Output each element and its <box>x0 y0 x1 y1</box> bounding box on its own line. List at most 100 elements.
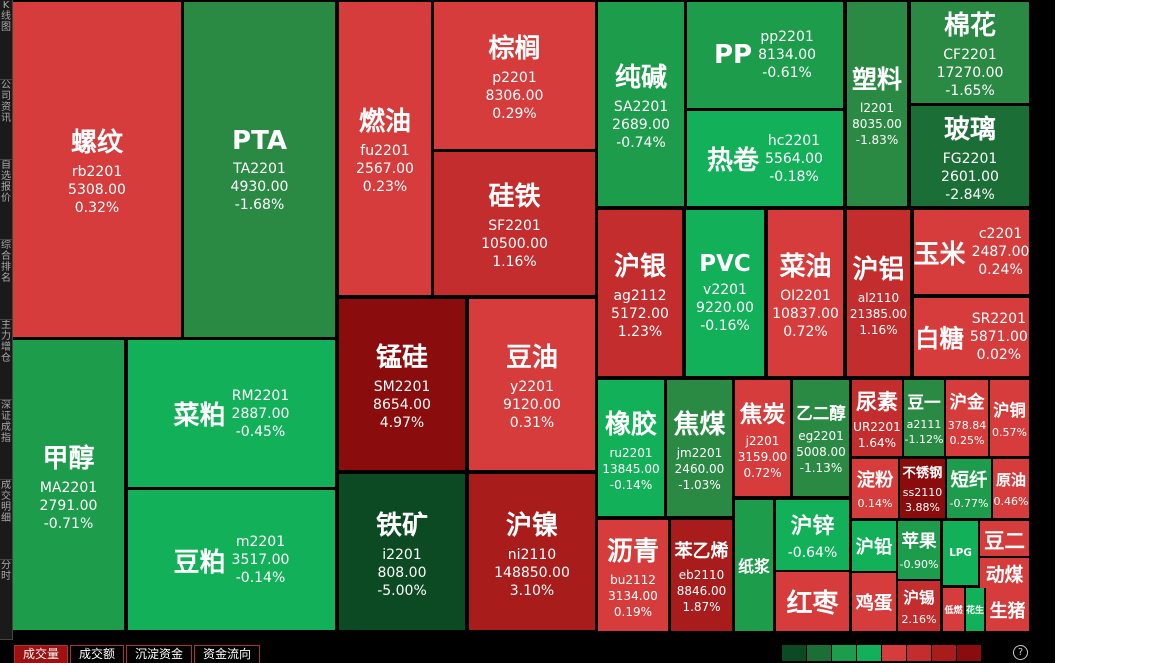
tile-price: 4930.00 <box>230 178 289 195</box>
sidebar-item[interactable]: 综合排名 <box>0 240 12 320</box>
tile[interactable]: 橡胶 ru2201 13845.00 -0.14% <box>598 380 664 516</box>
tile[interactable]: 甲醇 MA2201 2791.00 -0.71% <box>13 340 124 630</box>
tile[interactable]: 豆二 <box>980 521 1029 556</box>
legend-swatch <box>932 645 956 661</box>
tile[interactable]: 沪铅 <box>852 521 896 571</box>
sidebar-item[interactable]: 主力增仓 <box>0 320 12 400</box>
tile[interactable]: 白糖 SR2201 5871.00 0.02% <box>914 298 1029 376</box>
tile-name: 白糖 <box>915 323 964 353</box>
sidebar-item[interactable]: 分时 <box>0 560 12 640</box>
tile[interactable]: 沥青 bu2112 3134.00 0.19% <box>598 520 668 631</box>
tile[interactable]: 沪金 378.84 0.25% <box>946 380 988 456</box>
tile-code: y2201 <box>510 379 554 395</box>
tile[interactable]: 短纤 -0.77% <box>947 459 991 518</box>
tile-name: 生猪 <box>989 600 1026 622</box>
tile[interactable]: 沪铜 0.57% <box>990 380 1029 456</box>
sidebar-item[interactable]: 深证成指 <box>0 400 12 480</box>
sidebar-item[interactable]: 自选报价 <box>0 160 12 240</box>
tile-content: 乙二醇 eg2201 5008.00 -1.13% <box>796 400 846 476</box>
tile[interactable]: 花生 <box>966 588 984 631</box>
sidebar-item[interactable]: 公司资讯 <box>0 80 12 160</box>
tile[interactable]: LPG <box>943 521 978 585</box>
tile[interactable]: 淀粉 0.14% <box>852 459 898 518</box>
tile[interactable]: 沪镍 ni2110 148850.00 3.10% <box>469 474 595 630</box>
tile-name: 棉花 <box>943 11 996 41</box>
tab[interactable]: 成交量 <box>14 645 69 663</box>
tile[interactable]: PTA TA2201 4930.00 -1.68% <box>184 2 335 337</box>
tile[interactable]: 棕榈 p2201 8306.00 0.29% <box>434 2 595 149</box>
tile[interactable]: 原油 0.46% <box>993 459 1029 518</box>
tile-change: 0.32% <box>74 200 120 216</box>
tile-name: 沪银 <box>613 251 666 282</box>
tab[interactable]: 沉淀资金 <box>126 645 193 663</box>
tile-name: 燃油 <box>358 107 411 137</box>
tile-price: 8654.00 <box>373 397 431 413</box>
tile[interactable]: 生猪 <box>986 588 1029 631</box>
tab[interactable]: 成交额 <box>70 645 125 663</box>
tile-content: 沪锡 2.16% <box>902 586 937 627</box>
tile-price: 2487.00 <box>971 244 1029 260</box>
tile[interactable]: 尿素 UR2201 1.64% <box>852 380 902 456</box>
tile-price: 5308.00 <box>68 182 126 198</box>
tile[interactable]: 沪铝 al2110 21385.00 1.16% <box>847 210 910 376</box>
help-button[interactable]: ? <box>1013 645 1028 660</box>
tile-code: p2201 <box>492 70 537 86</box>
tile-content: 豆粕 m2201 3517.00 -0.14% <box>174 533 290 587</box>
tile[interactable]: 棉花 CF2201 17270.00 -1.65% <box>911 2 1029 103</box>
tile[interactable]: 动煤 <box>980 558 1029 588</box>
tile-price: 9220.00 <box>696 300 754 316</box>
tile-content: 焦炭 j2201 3159.00 0.72% <box>738 395 788 481</box>
tile[interactable]: 锰硅 SM2201 8654.00 4.97% <box>339 299 465 470</box>
sidebar-item[interactable]: 成交明细 <box>0 480 12 560</box>
tile[interactable]: 苯乙烯 eb2110 8846.00 1.87% <box>671 520 732 631</box>
tile[interactable]: 菜油 OI2201 10837.00 0.72% <box>768 210 843 376</box>
tile[interactable]: 不锈钢 ss2110 3.88% <box>900 459 945 518</box>
tile-name: 淀粉 <box>856 470 894 491</box>
tile[interactable]: PVC v2201 9220.00 -0.16% <box>686 210 764 376</box>
tile[interactable]: 豆一 a2111 -1.12% <box>904 380 944 456</box>
tile[interactable]: 热卷 hc2201 5564.00 -0.18% <box>687 111 843 206</box>
tile-change: -5.00% <box>377 582 427 599</box>
tile-price: 2601.00 <box>941 168 999 185</box>
tile-name: 沪镍 <box>505 510 558 541</box>
tile[interactable]: 焦煤 jm2201 2460.00 -1.03% <box>667 380 732 516</box>
tile-content: 短纤 -0.77% <box>950 466 989 511</box>
tile-name: 橡胶 <box>604 409 657 440</box>
tile[interactable]: 沪锡 2.16% <box>898 581 940 631</box>
tile[interactable]: 玉米 c2201 2487.00 0.24% <box>914 210 1029 294</box>
tile[interactable]: 菜粕 RM2201 2887.00 -0.45% <box>128 340 335 487</box>
tile-name: 动煤 <box>985 564 1024 586</box>
tile[interactable]: 沪锌 -0.64% <box>776 500 849 570</box>
tile-code: bu2112 <box>610 573 656 587</box>
tile[interactable]: 塑料 l2201 8035.00 -1.83% <box>847 2 907 206</box>
tile[interactable]: 豆粕 m2201 3517.00 -0.14% <box>128 490 335 630</box>
tab[interactable]: 资金流向 <box>194 645 261 663</box>
tile[interactable]: 沪银 ag2112 5172.00 1.23% <box>598 210 682 376</box>
tile[interactable]: 红枣 <box>776 572 849 631</box>
tile-code: eg2201 <box>798 429 844 443</box>
tile-name: 短纤 <box>950 470 988 491</box>
tile-price: 378.84 <box>947 418 987 432</box>
tile-name: 苯乙烯 <box>674 540 729 562</box>
tile-price: 8306.00 <box>485 88 544 104</box>
tile[interactable]: PP pp2201 8134.00 -0.61% <box>687 2 843 108</box>
tile[interactable]: 鸡蛋 <box>852 573 896 631</box>
tile[interactable]: 螺纹 rb2201 5308.00 0.32% <box>13 2 181 337</box>
tile[interactable]: 硅铁 SF2201 10500.00 1.16% <box>434 152 595 295</box>
tile[interactable]: 铁矿 i2201 808.00 -5.00% <box>339 474 465 630</box>
tile[interactable]: 燃油 fu2201 2567.00 0.23% <box>339 2 431 295</box>
tile[interactable]: 纯碱 SA2201 2689.00 -0.74% <box>598 2 684 206</box>
legend-swatch <box>832 645 856 661</box>
sidebar-item[interactable]: K线图 <box>0 0 12 80</box>
tile-content: 豆油 y2201 9120.00 0.31% <box>503 337 561 432</box>
tile-code: c2201 <box>978 226 1023 242</box>
tile[interactable]: 苹果 -0.90% <box>898 521 940 579</box>
tile[interactable]: 低燃 <box>943 588 964 631</box>
tile[interactable]: 焦炭 j2201 3159.00 0.72% <box>735 380 790 496</box>
tile-code: ni2110 <box>507 546 557 563</box>
tile[interactable]: 玻璃 FG2201 2601.00 -2.84% <box>911 106 1029 206</box>
tile[interactable]: 纸浆 <box>735 500 773 631</box>
tile-content: 低燃 <box>944 603 962 616</box>
tile[interactable]: 乙二醇 eg2201 5008.00 -1.13% <box>793 380 849 496</box>
tile[interactable]: 豆油 y2201 9120.00 0.31% <box>469 299 595 470</box>
